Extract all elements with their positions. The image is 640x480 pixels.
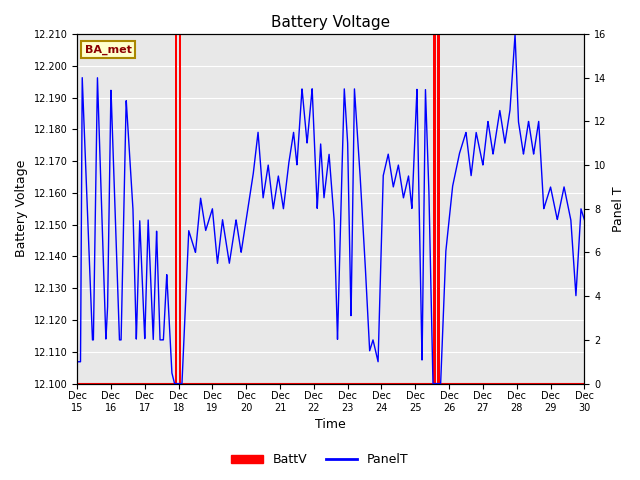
Bar xyxy=(437,34,440,384)
Title: Battery Voltage: Battery Voltage xyxy=(271,15,390,30)
Y-axis label: Battery Voltage: Battery Voltage xyxy=(15,160,28,257)
Bar xyxy=(433,34,436,384)
Bar xyxy=(179,34,180,384)
X-axis label: Time: Time xyxy=(316,419,346,432)
Text: BA_met: BA_met xyxy=(84,45,132,55)
Y-axis label: Panel T: Panel T xyxy=(612,186,625,231)
Bar xyxy=(175,34,177,384)
Legend: BattV, PanelT: BattV, PanelT xyxy=(227,448,413,471)
